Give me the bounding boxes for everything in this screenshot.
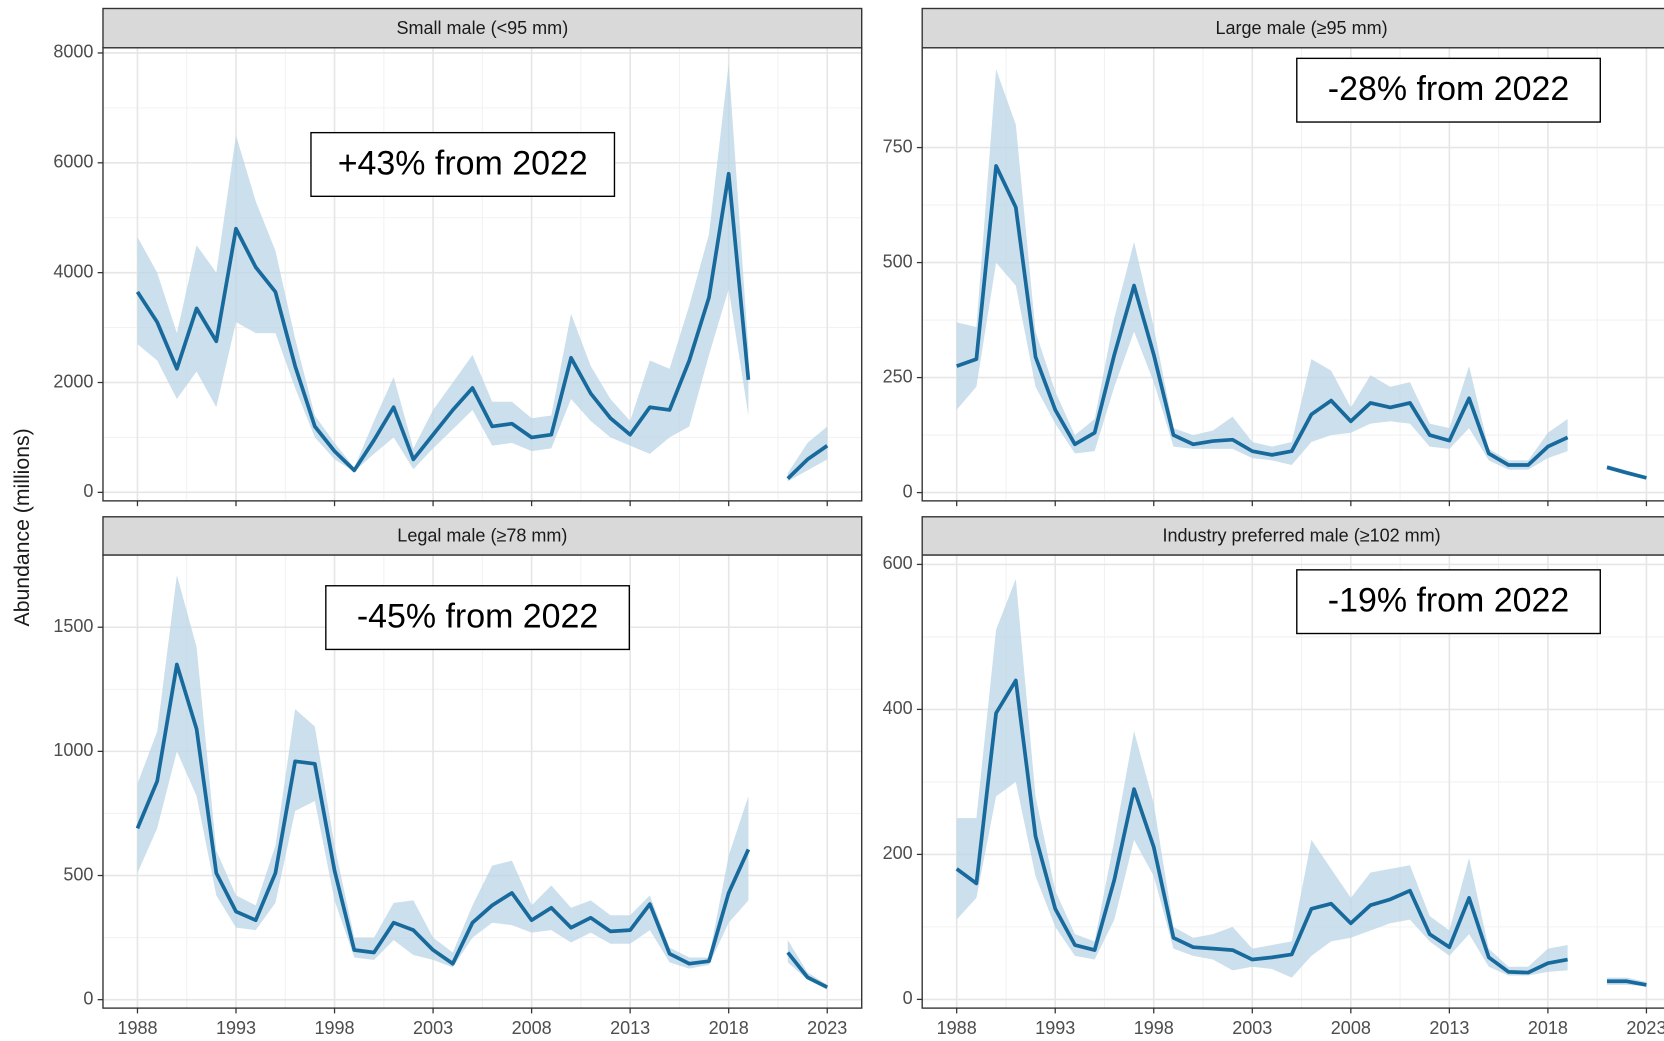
y-tick-label: 1000 (53, 740, 93, 760)
x-tick-label: 2008 (512, 1018, 552, 1038)
panel (102, 47, 862, 501)
annotation: +43% from 2022 (338, 145, 588, 183)
x-tick-label: 1988 (117, 1018, 157, 1038)
y-tick-label: 250 (883, 366, 913, 386)
annotation-box (1296, 57, 1601, 123)
x-tick-label: 1993 (216, 1018, 256, 1038)
panel (922, 47, 1664, 501)
line (955, 678, 1647, 987)
annotation-box (310, 131, 616, 198)
strip (102, 7, 863, 49)
x-tick-label: 2013 (1429, 1018, 1469, 1038)
x-tick-label: 2023 (1626, 1018, 1664, 1038)
y-tick-label: 0 (903, 481, 913, 501)
line (135, 662, 829, 989)
y-tick-label: 200 (883, 843, 913, 863)
y-tick-label: 500 (883, 251, 913, 271)
annotation-box (1296, 569, 1601, 635)
confidence-band (956, 578, 1647, 987)
x-tick-label: 2023 (807, 1018, 847, 1038)
annotation-box (325, 585, 631, 651)
strip-label: Industry preferred male (≥102 mm) (1162, 526, 1440, 546)
y-tick-label: 500 (63, 864, 93, 884)
y-tick-label: 750 (883, 136, 913, 156)
y-axis-label: Abundance (millions) (11, 428, 34, 626)
confidence-band (137, 63, 828, 482)
panel (922, 554, 1664, 1009)
y-tick-label: 0 (903, 988, 913, 1008)
y-tick-label: 6000 (53, 152, 93, 172)
strip-label: Legal male (≥78 mm) (397, 526, 567, 546)
x-tick-label: 2008 (1331, 1018, 1371, 1038)
y-tick-label: 600 (883, 553, 913, 573)
strip (921, 516, 1664, 556)
y-tick-label: 0 (83, 481, 93, 501)
y-tick-label: 0 (83, 988, 93, 1008)
strip-label: Large male (≥95 mm) (1216, 18, 1388, 38)
line (135, 171, 829, 480)
y-tick-label: 400 (883, 698, 913, 718)
panel (102, 554, 862, 1009)
y-tick-label: 2000 (53, 371, 93, 391)
x-tick-label: 2018 (1528, 1018, 1568, 1038)
x-tick-label: 2003 (413, 1018, 453, 1038)
strip-label: Small male (<95 mm) (397, 18, 569, 38)
annotation: -45% from 2022 (357, 598, 598, 636)
y-tick-label: 1500 (53, 616, 93, 636)
x-tick-label: 1998 (1134, 1018, 1174, 1038)
panel-background (922, 47, 1664, 501)
x-tick-label: 1993 (1035, 1018, 1075, 1038)
annotation: -19% from 2022 (1328, 582, 1569, 620)
x-tick-label: 2003 (1232, 1018, 1272, 1038)
x-tick-label: 2018 (709, 1018, 749, 1038)
x-tick-label: 2013 (610, 1018, 650, 1038)
line (956, 164, 1647, 480)
annotation: -28% from 2022 (1328, 70, 1569, 108)
x-tick-label: 1988 (937, 1018, 977, 1038)
y-tick-label: 8000 (53, 42, 93, 62)
confidence-band (137, 575, 828, 990)
strip (921, 7, 1664, 49)
y-tick-label: 4000 (53, 261, 93, 281)
x-tick-label: 1998 (315, 1018, 355, 1038)
strip (102, 516, 863, 556)
